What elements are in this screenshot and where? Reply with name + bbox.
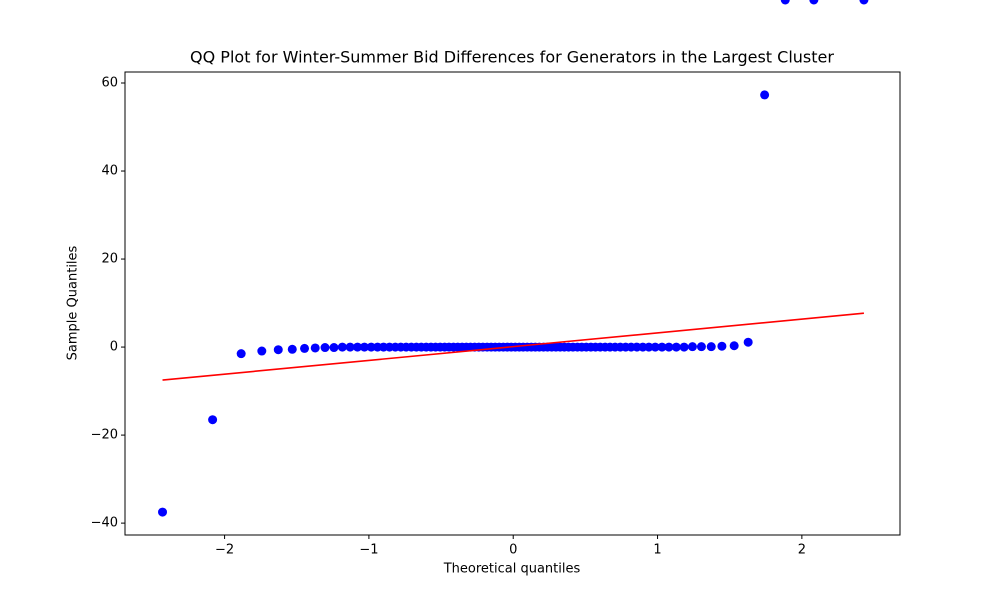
point: [287, 344, 297, 354]
x-tick-label: 2: [798, 543, 806, 558]
point: [300, 343, 310, 353]
point: [650, 342, 660, 352]
point: [657, 342, 667, 352]
x-tick-label: −1: [359, 543, 378, 558]
point: [644, 342, 654, 352]
point: [687, 342, 697, 352]
point: [310, 343, 320, 353]
point: [809, 0, 819, 5]
point: [717, 341, 727, 351]
chart-title: QQ Plot for Winter-Summer Bid Difference…: [190, 48, 834, 67]
x-tick-label: 0: [509, 543, 517, 558]
point: [679, 342, 689, 352]
y-tick-label: 0: [110, 340, 118, 355]
point: [664, 342, 674, 352]
point: [273, 345, 283, 355]
reference-line: [162, 312, 864, 381]
x-axis-label: Theoretical quantiles: [443, 562, 581, 577]
point: [353, 342, 362, 352]
point: [729, 341, 739, 351]
point: [859, 0, 869, 5]
y-axis-label: Sample Quantiles: [66, 245, 81, 360]
point: [208, 415, 218, 425]
y-tick-label: 60: [101, 76, 118, 91]
point: [706, 342, 716, 352]
x-tick-label: −2: [215, 543, 234, 558]
point: [366, 342, 376, 352]
point: [329, 343, 339, 353]
point: [257, 346, 267, 356]
y-tick-label: −40: [91, 516, 118, 531]
x-tick-label: 1: [653, 543, 661, 558]
point: [760, 90, 770, 100]
point: [671, 342, 681, 352]
y-tick-label: 20: [101, 252, 118, 267]
point: [158, 507, 168, 517]
y-tick-label: −20: [91, 428, 118, 443]
y-tick-label: 40: [101, 164, 118, 179]
point: [236, 349, 246, 359]
plot-frame: [124, 71, 901, 536]
point: [359, 342, 369, 352]
point: [780, 0, 790, 5]
point: [345, 342, 355, 352]
point: [696, 342, 706, 352]
point: [743, 337, 753, 347]
point: [337, 342, 347, 352]
point: [320, 343, 330, 353]
